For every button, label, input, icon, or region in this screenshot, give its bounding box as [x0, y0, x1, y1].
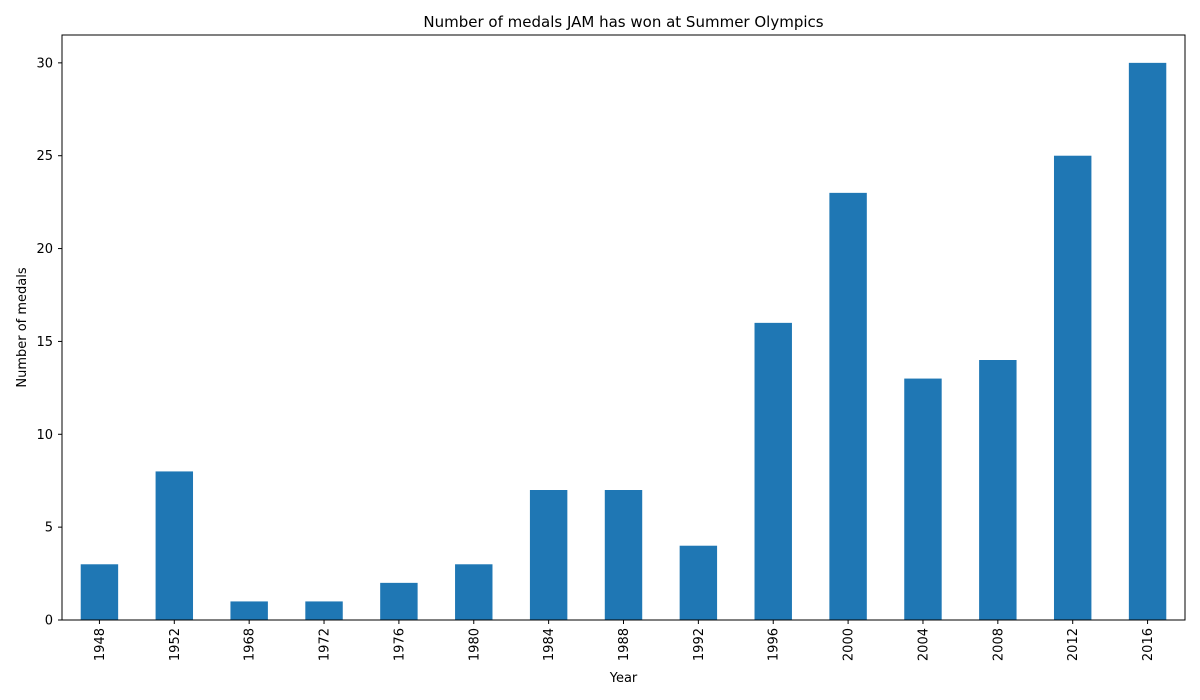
- x-tick-label: 1972: [318, 628, 333, 661]
- x-tick-label: 1984: [542, 628, 557, 661]
- bar-1976: [380, 582, 418, 620]
- bar-1980: [455, 564, 493, 620]
- x-tick-label: 1996: [767, 628, 782, 661]
- bar-1992: [679, 545, 718, 620]
- y-tick-label: 15: [36, 335, 53, 350]
- x-tick-label: 1980: [467, 628, 482, 661]
- x-tick-label: 2012: [1066, 628, 1081, 661]
- bars-group: [80, 62, 1167, 621]
- x-tick-label: 2000: [842, 628, 857, 661]
- y-tick-label: 10: [36, 428, 53, 443]
- y-axis-label: Number of medals: [15, 267, 30, 388]
- bar-2004: [904, 378, 942, 620]
- x-tick-label: 1968: [243, 628, 258, 661]
- y-axis: 0 5 10 15 20 25 30: [36, 56, 62, 629]
- bar-1952: [155, 471, 194, 620]
- y-tick-label: 30: [36, 56, 53, 71]
- x-axis-label: Year: [609, 671, 638, 686]
- bar-2008: [979, 360, 1017, 620]
- bar-2016: [1128, 62, 1167, 621]
- x-tick-label: 2004: [916, 628, 931, 661]
- x-tick-label: 2016: [1141, 628, 1156, 661]
- bar-1948: [80, 564, 119, 620]
- bar-1984: [529, 490, 568, 620]
- bar-1972: [305, 601, 343, 620]
- y-tick-label: 20: [36, 242, 53, 257]
- bar-2000: [829, 192, 867, 620]
- bar-2012: [1053, 155, 1092, 620]
- x-axis: 1948 1952 1968 1972 1976 1980 1984 1988 1992 1996…: [93, 620, 1156, 661]
- chart-title: Number of medals JAM has won at Summer O…: [423, 13, 823, 31]
- x-tick-label: 1992: [692, 628, 707, 661]
- x-tick-label: 1976: [392, 628, 407, 661]
- bar-1996: [754, 322, 792, 620]
- y-tick-label: 5: [45, 521, 53, 536]
- bar-1988: [604, 490, 643, 620]
- x-tick-label: 2008: [991, 628, 1006, 661]
- x-tick-label: 1948: [93, 628, 108, 661]
- bar-1968: [230, 601, 268, 620]
- y-tick-label: 25: [36, 149, 53, 164]
- x-tick-label: 1952: [168, 628, 183, 661]
- x-tick-label: 1988: [617, 628, 632, 661]
- y-tick-label: 0: [45, 614, 53, 629]
